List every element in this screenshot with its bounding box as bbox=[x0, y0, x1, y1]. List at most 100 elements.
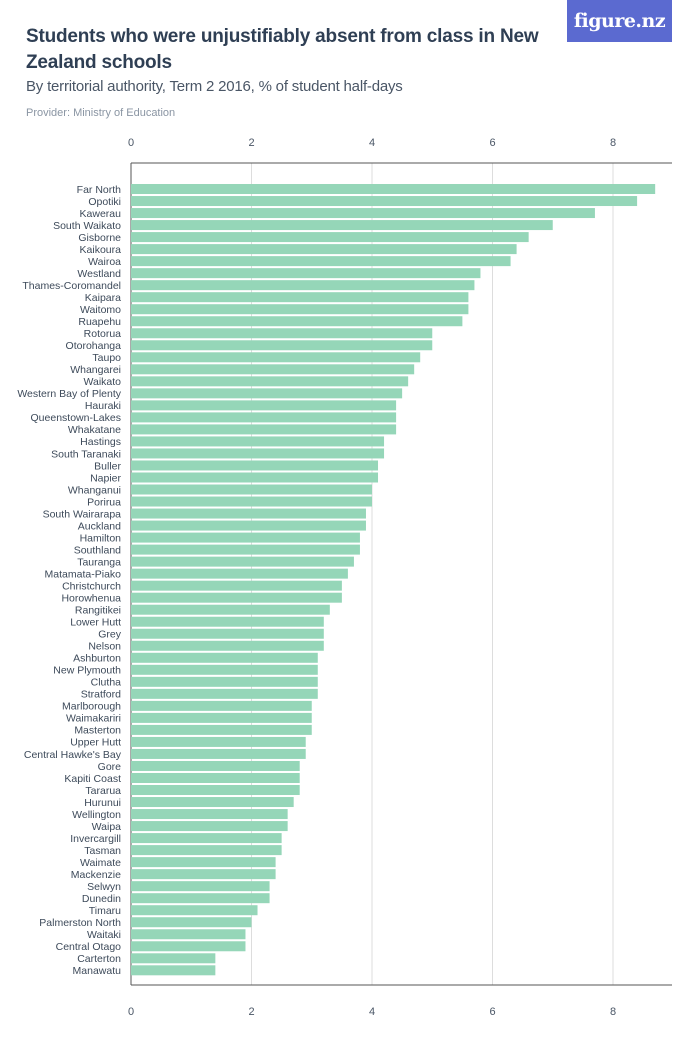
bar bbox=[131, 364, 415, 375]
bar bbox=[131, 628, 324, 639]
category-label: Kaikoura bbox=[80, 244, 122, 256]
category-label: Waitaki bbox=[87, 929, 121, 941]
bar bbox=[131, 232, 529, 243]
bar bbox=[131, 869, 276, 880]
category-label: Hurunui bbox=[84, 797, 121, 809]
bar bbox=[131, 352, 421, 363]
bar bbox=[131, 700, 312, 711]
bar bbox=[131, 604, 330, 615]
category-label: Rangitikei bbox=[75, 605, 121, 617]
bar bbox=[131, 797, 294, 808]
bar bbox=[131, 616, 324, 627]
bar bbox=[131, 400, 397, 411]
category-label: Kaipara bbox=[85, 292, 121, 304]
category-label: Matamata-Piako bbox=[45, 568, 122, 580]
category-label: Waimate bbox=[80, 857, 121, 869]
category-label: South Waikato bbox=[53, 220, 121, 232]
x-tick-label-top: 8 bbox=[610, 137, 616, 149]
category-label: Whakatane bbox=[68, 424, 121, 436]
category-label: Taupo bbox=[92, 352, 121, 364]
category-label: Auckland bbox=[78, 520, 121, 532]
bar bbox=[131, 917, 252, 928]
category-label: New Plymouth bbox=[53, 665, 121, 677]
bar bbox=[131, 881, 270, 892]
bar bbox=[131, 292, 469, 303]
bar bbox=[131, 508, 366, 519]
bar bbox=[131, 280, 475, 291]
category-label: Lower Hutt bbox=[70, 617, 121, 629]
bar bbox=[131, 556, 354, 567]
category-label: Southland bbox=[74, 544, 121, 556]
category-label: Manawatu bbox=[73, 965, 122, 977]
chart-subtitle: By territorial authority, Term 2 2016, %… bbox=[26, 78, 403, 95]
category-label: Tauranga bbox=[77, 556, 121, 568]
category-label: Rotorua bbox=[84, 328, 122, 340]
bar bbox=[131, 532, 360, 543]
x-tick-label-bottom: 8 bbox=[610, 1006, 616, 1018]
category-label: Kapiti Coast bbox=[64, 773, 121, 785]
category-label: Otorohanga bbox=[66, 340, 122, 352]
category-label: Kawerau bbox=[80, 208, 122, 220]
bar bbox=[131, 580, 342, 591]
bar bbox=[131, 244, 517, 255]
bar bbox=[131, 712, 312, 723]
bar bbox=[131, 785, 300, 796]
category-label: Thames-Coromandel bbox=[22, 280, 121, 292]
category-label: Tasman bbox=[84, 845, 121, 857]
bar bbox=[131, 809, 288, 820]
bar bbox=[131, 941, 246, 952]
bar bbox=[131, 460, 379, 471]
bar bbox=[131, 929, 246, 940]
category-label: South Taranaki bbox=[51, 448, 121, 460]
bar bbox=[131, 724, 312, 735]
category-label: Westland bbox=[77, 268, 121, 280]
category-label: Nelson bbox=[88, 641, 121, 653]
category-label: South Wairarapa bbox=[43, 508, 122, 520]
category-label: Gisborne bbox=[78, 232, 121, 244]
bar bbox=[131, 953, 216, 964]
x-tick-label-top: 0 bbox=[128, 137, 134, 149]
bar bbox=[131, 328, 433, 339]
bar bbox=[131, 640, 324, 651]
category-label: Far North bbox=[77, 184, 122, 196]
figure-nz-logo[interactable]: figure.nz bbox=[567, 0, 672, 42]
x-tick-label-top: 2 bbox=[248, 137, 254, 149]
category-label: Carterton bbox=[77, 953, 121, 965]
bar bbox=[131, 676, 318, 687]
bar bbox=[131, 592, 342, 603]
bar bbox=[131, 388, 403, 399]
category-label: Buller bbox=[94, 460, 121, 472]
bar bbox=[131, 316, 463, 327]
bar bbox=[131, 857, 276, 868]
category-label: Waikato bbox=[83, 376, 121, 388]
bar bbox=[131, 412, 397, 423]
bar bbox=[131, 424, 397, 435]
category-label: Ashburton bbox=[73, 653, 121, 665]
bar bbox=[131, 208, 595, 219]
bar bbox=[131, 772, 300, 783]
bar bbox=[131, 905, 258, 916]
data-provider: Provider: Ministry of Education bbox=[26, 107, 176, 119]
category-label: Gore bbox=[98, 761, 122, 773]
bar bbox=[131, 472, 379, 483]
x-tick-label-bottom: 0 bbox=[128, 1006, 134, 1018]
category-label: Wellington bbox=[72, 809, 121, 821]
category-label: Mackenzie bbox=[71, 869, 121, 881]
category-label: Grey bbox=[98, 629, 122, 641]
category-label: Opotiki bbox=[88, 196, 121, 208]
category-label: Marlborough bbox=[62, 701, 121, 713]
bar bbox=[131, 220, 553, 231]
category-label: Central Hawke's Bay bbox=[24, 749, 122, 761]
bar bbox=[131, 736, 306, 747]
bar bbox=[131, 484, 372, 495]
category-label: Stratford bbox=[81, 689, 121, 701]
bar bbox=[131, 760, 300, 771]
bar bbox=[131, 496, 372, 507]
category-label: Central Otago bbox=[56, 941, 122, 953]
bar bbox=[131, 652, 318, 663]
bar bbox=[131, 821, 288, 832]
category-label: Selwyn bbox=[87, 881, 121, 893]
category-label: Masterton bbox=[74, 725, 121, 737]
bar bbox=[131, 448, 385, 459]
bar bbox=[131, 196, 638, 207]
